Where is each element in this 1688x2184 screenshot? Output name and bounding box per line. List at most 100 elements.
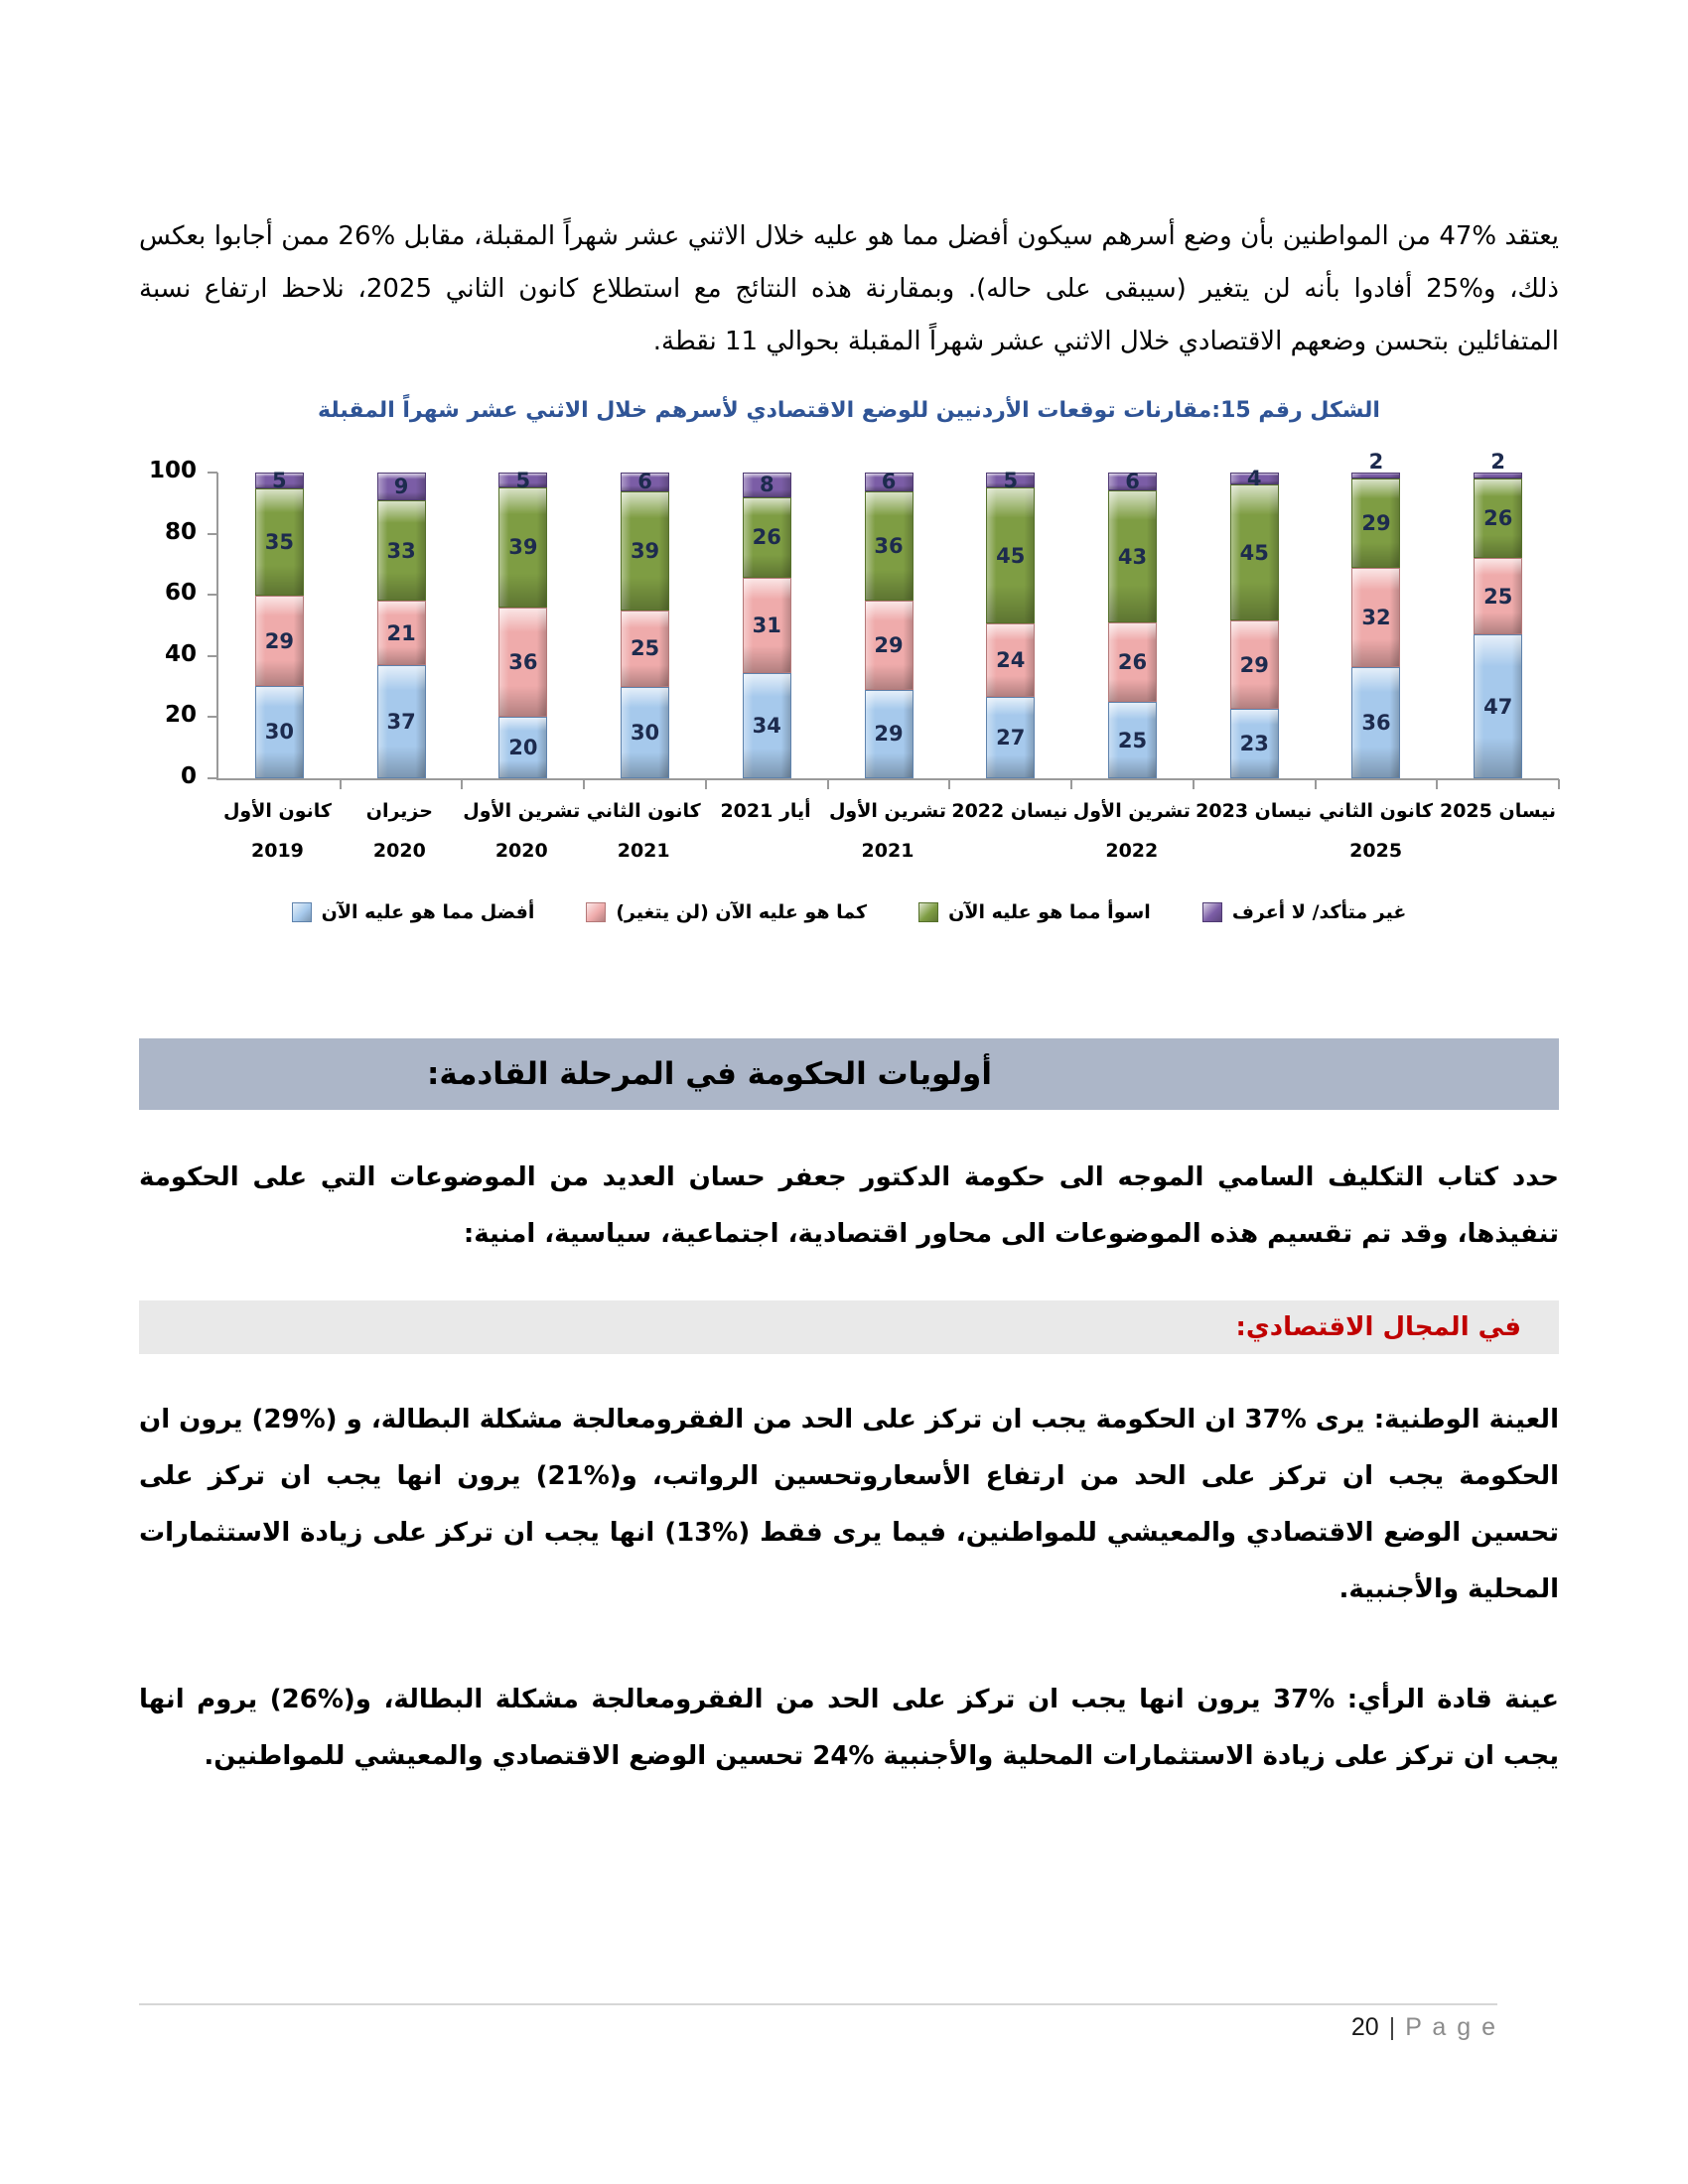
footer-text: 20 | P a g e bbox=[139, 2013, 1497, 2042]
x-category-line1: كانون الأول bbox=[222, 800, 332, 822]
segment-value-label: 21 bbox=[386, 620, 416, 645]
bar-segment: 9 bbox=[376, 473, 426, 500]
bar-segment: 6 bbox=[621, 470, 670, 494]
stacked-bar: 34 31 26 8 bbox=[742, 473, 791, 778]
stacked-bar: 29 29 36 6 bbox=[864, 470, 914, 778]
x-category-label: تشرين الأول 2020 bbox=[461, 792, 583, 872]
bar-slot: 36 32 29 2 bbox=[1316, 450, 1439, 789]
x-category-label: نيسان 2022 bbox=[948, 792, 1070, 872]
y-tick-label: 20 bbox=[164, 702, 197, 729]
segment-value-label: 25 bbox=[630, 636, 660, 661]
segment-value-label: 20 bbox=[508, 736, 538, 760]
legend-label: أفضل مما هو عليه الآن bbox=[321, 900, 535, 923]
y-tick-mark bbox=[208, 777, 217, 779]
bar-segment: 27 bbox=[986, 696, 1036, 778]
bar-slot: 25 26 43 6 bbox=[1071, 470, 1195, 789]
stacked-bar-chart: 0 20 40 60 80 100 30 29 35 5 37 21 33 9 20 36 39 5 30 25 39… bbox=[139, 450, 1560, 923]
legend-item: اسوأ مما هو عليه الآن bbox=[918, 901, 1151, 923]
bar-segment: 5 bbox=[986, 469, 1036, 492]
bar-segment: 4 bbox=[1229, 467, 1279, 490]
segment-value-label: 26 bbox=[752, 525, 781, 550]
x-category-line2: 2019 bbox=[251, 839, 304, 862]
segment-value-label: 27 bbox=[996, 725, 1026, 750]
segment-value-label: 43 bbox=[1117, 544, 1148, 569]
bar-slot: 34 31 26 8 bbox=[706, 473, 829, 789]
bar-segment: 26 bbox=[1474, 478, 1523, 559]
bar-segment: 45 bbox=[1229, 484, 1279, 621]
bar-segment: 32 bbox=[1351, 568, 1401, 667]
x-category-label: نيسان 2025 bbox=[1437, 792, 1559, 872]
segment-value-label: 36 bbox=[508, 649, 538, 674]
bar-slot: 29 29 36 6 bbox=[828, 470, 951, 789]
segment-value-label: 6 bbox=[637, 470, 652, 494]
segment-value-label: 32 bbox=[1361, 606, 1391, 630]
legend-item: أفضل مما هو عليه الآن bbox=[291, 900, 535, 923]
stacked-bar: 37 21 33 9 bbox=[376, 473, 426, 778]
page-number: 20 bbox=[1350, 2013, 1379, 2041]
bar-slot: 37 21 33 9 bbox=[341, 473, 464, 789]
x-category-line1: نيسان 2022 bbox=[951, 800, 1068, 822]
page-word: P a g e bbox=[1405, 2013, 1497, 2041]
bar-segment: 30 bbox=[254, 685, 304, 778]
section-header-text: أولويات الحكومة في المرحلة القادمة: bbox=[427, 1055, 992, 1092]
segment-value-label: 45 bbox=[996, 543, 1026, 568]
legend-swatch-icon bbox=[918, 901, 939, 922]
segment-value-label: 5 bbox=[272, 468, 287, 492]
segment-value-label: 29 bbox=[874, 722, 904, 747]
y-tick-label: 40 bbox=[164, 640, 197, 667]
segment-value-label: 26 bbox=[1117, 649, 1148, 674]
y-tick-label: 80 bbox=[164, 518, 197, 545]
bar-slot: 27 24 45 5 bbox=[949, 469, 1072, 789]
segment-value-label: 9 bbox=[393, 474, 409, 498]
segment-value-label: 29 bbox=[1239, 652, 1269, 677]
x-category-line1: أيار 2021 bbox=[720, 800, 811, 822]
bar-segment: 31 bbox=[742, 577, 791, 674]
segment-value-label: 25 bbox=[1483, 584, 1513, 609]
x-category-label: كانون الأول 2019 bbox=[216, 792, 339, 872]
x-axis-labels: كانون الأول 2019 حزيران 2020 تشرين الأول 202… bbox=[216, 792, 1559, 872]
x-category-label: تشرين الأول 2022 bbox=[1070, 792, 1193, 872]
x-category-line1: نيسان 2025 bbox=[1439, 800, 1557, 822]
opinion-leaders-paragraph: عينة قادة الرأي: %37 يرون انها يجب ان تر… bbox=[139, 1684, 1560, 1771]
stacked-bar: 36 32 29 2 bbox=[1351, 450, 1401, 778]
bar-slot: 30 25 39 6 bbox=[584, 470, 707, 789]
segment-value-label: 29 bbox=[1361, 511, 1391, 536]
legend-label: اسوأ مما هو عليه الآن bbox=[948, 900, 1151, 923]
y-tick-mark bbox=[208, 532, 217, 535]
plot-area: 30 29 35 5 37 21 33 9 20 36 39 5 30 25 39 6 34 31 26 8 29 29 3… bbox=[208, 450, 1560, 789]
x-category-label: كانون الثاني 2021 bbox=[583, 792, 705, 872]
y-tick-label: 60 bbox=[164, 580, 197, 607]
bar-segment: 6 bbox=[864, 470, 914, 493]
bar-segment: 34 bbox=[742, 673, 791, 778]
bar-slot: 20 36 39 5 bbox=[462, 469, 585, 789]
bar-segment: 29 bbox=[254, 596, 304, 686]
bar-segment: 29 bbox=[1229, 620, 1279, 709]
bar-segment: 36 bbox=[498, 607, 548, 718]
bar-segment: 23 bbox=[1229, 708, 1279, 778]
x-category-label: كانون الثاني 2025 bbox=[1315, 792, 1437, 872]
legend-item: غير متأكد/ لا أعرف bbox=[1201, 901, 1406, 923]
bar-segment: 35 bbox=[254, 487, 304, 597]
legend-label: كما هو عليه الآن (لن يتغير) bbox=[616, 900, 868, 923]
bar-segment: 6 bbox=[1108, 470, 1157, 494]
x-category-line2: 2022 bbox=[1105, 839, 1159, 862]
x-category-line1: كانون الثاني bbox=[1319, 800, 1434, 822]
bar-segment: 29 bbox=[1351, 478, 1401, 569]
segment-value-label: 29 bbox=[874, 633, 904, 658]
stacked-bar: 25 26 43 6 bbox=[1108, 470, 1157, 778]
y-tick-label: 100 bbox=[148, 458, 197, 483]
chart-inner: 0 20 40 60 80 100 30 29 35 5 37 21 33 9 20 36 39 5 30 25 39… bbox=[139, 450, 1560, 789]
segment-value-label: 30 bbox=[264, 720, 294, 745]
legend-item: كما هو عليه الآن (لن يتغير) bbox=[586, 901, 867, 923]
segment-value-label: 5 bbox=[1003, 468, 1019, 492]
x-category-line1: تشرين الأول bbox=[828, 800, 947, 822]
bar-segment: 36 bbox=[1351, 667, 1401, 778]
segment-value-label: 33 bbox=[386, 538, 416, 563]
footer-separator: | bbox=[1388, 2013, 1396, 2041]
x-category-line2: 2025 bbox=[1349, 839, 1403, 862]
national-sample-paragraph: العينة الوطنية: يرى %37 ان الحكومة يجب ا… bbox=[139, 1404, 1559, 1604]
bar-segment: 5 bbox=[498, 469, 548, 492]
segment-value-label: 6 bbox=[1125, 470, 1140, 494]
x-category-line2: 2021 bbox=[861, 839, 914, 862]
